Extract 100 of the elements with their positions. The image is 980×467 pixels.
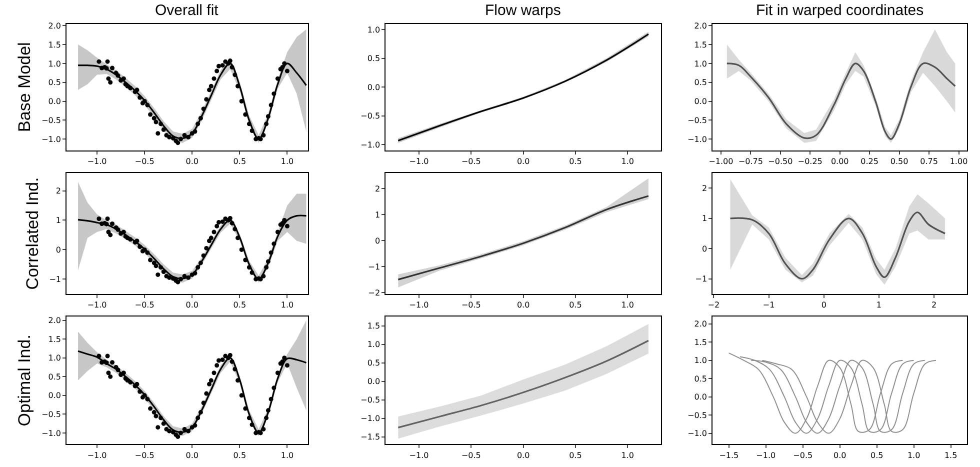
y-tick-label: −1 <box>368 262 380 272</box>
x-tick-label: 0.0 <box>186 450 198 460</box>
y-tick-label: 0.5 <box>694 78 708 88</box>
x-tick-label: −0.25 <box>798 156 822 166</box>
chart-title: Overall fit <box>155 2 220 19</box>
x-tick-label: 1.0 <box>621 450 634 460</box>
y-tick-label: 1.0 <box>48 59 62 68</box>
y-tick-label: 1.5 <box>694 338 708 347</box>
y-tick-label: −1.0 <box>688 429 708 438</box>
y-tick-label: 1.5 <box>48 334 62 344</box>
y-tick-label: −0.5 <box>42 410 62 419</box>
x-tick-label: 0.5 <box>233 300 246 310</box>
x-tick-label: 0.5 <box>569 450 582 460</box>
x-tick-label: 0 <box>821 300 826 310</box>
chart-title: Flow warps <box>485 2 561 19</box>
y-tick-label: 2.0 <box>48 316 62 326</box>
x-tick-label: −1.00 <box>708 156 734 166</box>
x-tick-label: 1.0 <box>280 450 294 460</box>
x-tick-label: 0.5 <box>870 450 884 460</box>
y-tick-label: 1.0 <box>694 356 708 366</box>
x-tick-label: 0.5 <box>569 156 582 166</box>
x-tick-label: −0.50 <box>768 156 793 166</box>
x-tick-label: 0.5 <box>233 450 246 460</box>
x-tick-label: −0.5 <box>461 156 481 166</box>
y-tick-label: −1 <box>695 274 708 284</box>
y-tick-label: −1 <box>49 274 62 284</box>
y-tick-label: 1.0 <box>694 59 708 68</box>
y-tick-label: 0.5 <box>367 54 380 64</box>
y-tick-label: 2.0 <box>694 21 708 30</box>
x-tick-label: 1.0 <box>621 156 634 166</box>
x-tick-label: −0.5 <box>134 300 154 310</box>
y-tick-label: 1.5 <box>694 40 708 50</box>
x-tick-label: −1.0 <box>87 156 107 166</box>
y-tick-label: 2 <box>374 184 380 194</box>
y-tick-label: −0.5 <box>42 116 62 125</box>
y-tick-label: 1.0 <box>48 354 62 363</box>
y-tick-label: 1.0 <box>367 25 380 34</box>
x-tick-label: 2 <box>931 300 937 310</box>
x-tick-label: 0.00 <box>830 156 849 166</box>
x-tick-label: −1.0 <box>409 300 429 310</box>
x-tick-label: −1.0 <box>409 156 429 166</box>
x-tick-label: 0.0 <box>516 156 530 166</box>
y-tick-label: −1.0 <box>688 134 708 144</box>
y-tick-label: −1.5 <box>360 432 380 442</box>
y-tick-label: 0.5 <box>48 78 62 88</box>
chart-title: Fit in warped coordinates <box>756 2 924 19</box>
y-tick-label: −1.0 <box>42 134 62 144</box>
y-tick-label: 1.5 <box>48 40 62 50</box>
y-tick-label: −0.5 <box>688 116 708 125</box>
x-tick-label: 1.0 <box>621 300 634 310</box>
y-tick-label: 2.0 <box>48 21 62 30</box>
x-tick-label: −1.0 <box>756 450 776 460</box>
y-tick-label: 0.0 <box>694 392 708 402</box>
x-tick-label: −2 <box>708 300 720 310</box>
y-axis-title: Optimal Ind. <box>15 334 34 426</box>
y-tick-label: 0.0 <box>48 391 62 400</box>
x-tick-label: 0.5 <box>233 156 246 166</box>
y-tick-label: −0.5 <box>360 396 380 405</box>
y-tick-label: 0.0 <box>367 377 380 386</box>
y-tick-label: 2 <box>702 184 708 194</box>
y-tick-label: −0.5 <box>688 410 708 420</box>
y-tick-label: −0.5 <box>360 112 380 121</box>
x-tick-label: 1.00 <box>950 156 968 166</box>
x-tick-label: −0.5 <box>134 156 154 166</box>
x-tick-label: −1 <box>762 300 775 310</box>
x-tick-label: −1.0 <box>409 450 429 460</box>
x-tick-label: 1 <box>876 300 882 310</box>
y-tick-label: 0 <box>56 245 62 254</box>
x-tick-label: −0.5 <box>461 300 481 310</box>
x-tick-label: 1.5 <box>944 450 958 460</box>
y-tick-label: −1.0 <box>42 428 62 438</box>
x-tick-label: −1.0 <box>87 450 107 460</box>
x-tick-label: 0.0 <box>516 300 530 310</box>
y-tick-label: 0.0 <box>694 97 708 106</box>
x-tick-label: −0.5 <box>134 450 154 460</box>
x-tick-label: −1.5 <box>719 450 739 460</box>
y-tick-label: 2 <box>56 186 62 196</box>
y-tick-label: −1.0 <box>360 140 380 150</box>
y-tick-label: −1.0 <box>360 414 380 424</box>
x-tick-label: 0.25 <box>860 156 878 166</box>
x-tick-label: 0.5 <box>569 300 582 310</box>
x-tick-label: −1.0 <box>87 300 107 310</box>
y-tick-label: 1 <box>374 210 380 220</box>
y-tick-label: 1 <box>56 216 62 226</box>
x-tick-label: 0.50 <box>890 156 908 166</box>
x-tick-label: −0.75 <box>738 156 763 166</box>
y-tick-label: 1 <box>702 214 708 224</box>
x-tick-label: 0.0 <box>186 300 198 310</box>
y-axis-title: Correlated Ind. <box>22 177 42 290</box>
y-tick-label: 0 <box>702 244 708 254</box>
y-tick-label: 1.0 <box>367 340 380 350</box>
y-tick-label: 2.0 <box>694 320 708 329</box>
y-axis-title: Base Model <box>15 42 34 132</box>
x-tick-label: 0.0 <box>186 156 198 166</box>
y-tick-label: 0.5 <box>48 372 62 382</box>
y-tick-label: 0.5 <box>694 374 708 384</box>
x-tick-label: 1.0 <box>280 156 294 166</box>
x-tick-label: 1.0 <box>907 450 920 460</box>
y-tick-label: 0.5 <box>367 358 380 368</box>
y-tick-label: 0 <box>374 236 380 246</box>
